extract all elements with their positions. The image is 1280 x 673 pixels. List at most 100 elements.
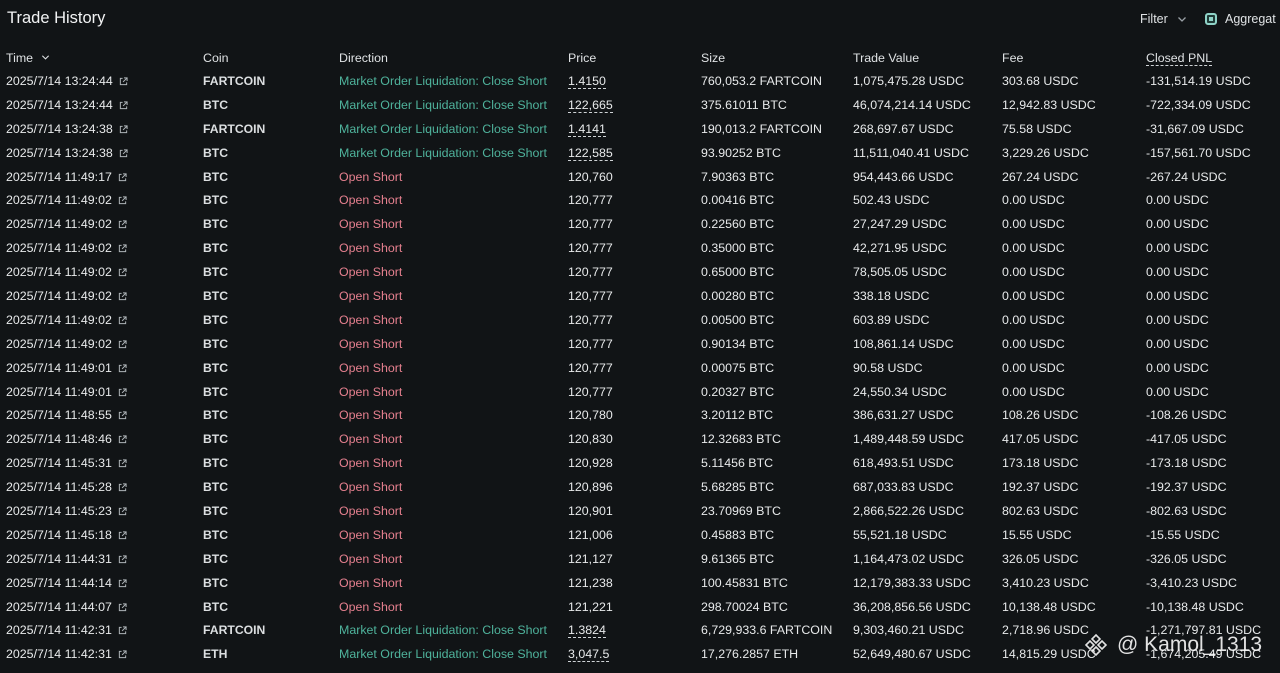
cell-fee: 10,138.48 USDC — [1002, 599, 1096, 614]
cell-coin[interactable]: BTC — [203, 312, 229, 327]
cell-direction: Open Short — [339, 408, 403, 423]
cell-price: 3,047.5 — [568, 647, 610, 663]
external-link-icon[interactable] — [118, 579, 127, 588]
cell-price: 120,777 — [568, 336, 613, 351]
cell-trade-value: 2,866,522.26 USDC — [853, 503, 964, 518]
cell-price: 122,585 — [568, 145, 613, 161]
cell-direction: Market Order Liquidation: Close Short — [339, 647, 547, 662]
cell-time: 2025/7/14 11:44:14 — [0, 571, 203, 595]
cell-coin[interactable]: BTC — [203, 145, 229, 160]
cell-trade-value: 386,631.27 USDC — [853, 408, 954, 423]
aggregate-toggle[interactable]: Aggregat — [1205, 12, 1276, 26]
cell-time: 2025/7/14 11:48:46 — [0, 427, 203, 451]
cell-time: 2025/7/14 11:48:55 — [0, 403, 203, 427]
table-row: 2025/7/14 11:44:31 BTC Open Short 121,127 9.… — [0, 547, 1280, 571]
external-link-icon[interactable] — [118, 531, 127, 540]
cell-size: 0.00500 BTC — [701, 312, 775, 327]
filter-dropdown[interactable]: Filter — [1140, 12, 1187, 26]
cell-coin[interactable]: FARTCOIN — [203, 623, 266, 638]
cell-time: 2025/7/14 13:24:44 — [0, 93, 203, 117]
external-link-icon[interactable] — [118, 244, 127, 253]
cell-closed-pnl: -802.63 USDC — [1146, 503, 1227, 518]
cell-coin[interactable]: BTC — [203, 551, 229, 566]
watermark: @ Kamol_1313 — [1083, 632, 1262, 658]
external-link-icon[interactable] — [118, 626, 127, 635]
column-header-price: Price — [568, 50, 597, 65]
cell-price: 120,896 — [568, 480, 613, 495]
cell-coin[interactable]: BTC — [203, 456, 229, 471]
cell-time: 2025/7/14 11:49:02 — [0, 260, 203, 284]
cell-coin[interactable]: BTC — [203, 527, 229, 542]
cell-coin[interactable]: BTC — [203, 503, 229, 518]
cell-coin[interactable]: FARTCOIN — [203, 121, 266, 136]
cell-fee: 0.00 USDC — [1002, 193, 1065, 208]
external-link-icon[interactable] — [118, 435, 127, 444]
cell-size: 375.61011 BTC — [701, 97, 787, 112]
cell-closed-pnl: 0.00 USDC — [1146, 360, 1209, 375]
external-link-icon[interactable] — [118, 364, 127, 373]
cell-time: 2025/7/14 11:49:01 — [0, 380, 203, 404]
cell-coin[interactable]: BTC — [203, 288, 229, 303]
cell-coin[interactable]: BTC — [203, 432, 229, 447]
external-link-icon[interactable] — [118, 459, 127, 468]
cell-size: 12.32683 BTC — [701, 432, 781, 447]
cell-coin[interactable]: BTC — [203, 217, 229, 232]
cell-coin[interactable]: BTC — [203, 480, 229, 495]
cell-coin[interactable]: BTC — [203, 336, 229, 351]
cell-coin[interactable]: BTC — [203, 241, 229, 256]
external-link-icon[interactable] — [118, 220, 127, 229]
cell-time: 2025/7/14 11:49:02 — [0, 308, 203, 332]
external-link-icon[interactable] — [118, 196, 127, 205]
cell-time: 2025/7/14 11:49:01 — [0, 356, 203, 380]
cell-time: 2025/7/14 11:49:02 — [0, 212, 203, 236]
aggregate-checkbox[interactable] — [1205, 13, 1217, 25]
cell-size: 23.70969 BTC — [701, 503, 781, 518]
binance-square-icon — [1084, 633, 1108, 657]
cell-coin[interactable]: BTC — [203, 193, 229, 208]
external-link-icon[interactable] — [119, 77, 128, 86]
external-link-icon[interactable] — [118, 172, 127, 182]
cell-closed-pnl: -31,667.09 USDC — [1146, 121, 1244, 136]
cell-coin[interactable]: BTC — [203, 169, 229, 184]
column-header-direction: Direction — [339, 50, 388, 65]
cell-closed-pnl: 0.00 USDC — [1146, 288, 1209, 303]
cell-fee: 173.18 USDC — [1002, 456, 1079, 471]
cell-trade-value: 90.58 USDC — [853, 360, 923, 375]
external-link-icon[interactable] — [119, 149, 128, 158]
column-header-closed-pnl[interactable]: Closed PNL — [1146, 50, 1213, 66]
cell-coin[interactable]: BTC — [203, 599, 229, 614]
cell-coin[interactable]: BTC — [203, 575, 229, 590]
external-link-icon[interactable] — [118, 340, 127, 349]
cell-fee: 75.58 USDC — [1002, 121, 1072, 136]
external-link-icon[interactable] — [118, 292, 127, 301]
external-link-icon[interactable] — [118, 555, 127, 564]
cell-coin[interactable]: FARTCOIN — [203, 73, 266, 88]
cell-closed-pnl: -1,674,205.49 USDC — [1146, 647, 1262, 662]
external-link-icon[interactable] — [118, 602, 127, 612]
external-link-icon[interactable] — [118, 316, 127, 325]
external-link-icon[interactable] — [118, 483, 127, 492]
cell-size: 190,013.2 FARTCOIN — [701, 121, 822, 136]
external-link-icon[interactable] — [118, 411, 127, 420]
column-header-time[interactable]: Time — [0, 46, 203, 69]
cell-fee: 303.68 USDC — [1002, 73, 1079, 88]
cell-coin[interactable]: BTC — [203, 360, 229, 375]
cell-coin[interactable]: BTC — [203, 265, 229, 280]
cell-trade-value: 1,489,448.59 USDC — [853, 432, 964, 447]
cell-fee: 2,718.96 USDC — [1002, 623, 1089, 638]
cell-closed-pnl: -722,334.09 USDC — [1146, 97, 1251, 112]
cell-coin[interactable]: BTC — [203, 384, 229, 399]
cell-time: 2025/7/14 11:42:31 — [0, 618, 203, 642]
external-link-icon[interactable] — [118, 387, 127, 397]
external-link-icon[interactable] — [118, 650, 127, 659]
external-link-icon[interactable] — [119, 101, 128, 110]
cell-fee: 0.00 USDC — [1002, 265, 1065, 280]
external-link-icon[interactable] — [119, 125, 128, 134]
cell-coin[interactable]: ETH — [203, 647, 228, 662]
table-row: 2025/7/14 13:24:44 FARTCOIN Market Order L… — [0, 69, 1280, 93]
external-link-icon[interactable] — [118, 507, 127, 516]
external-link-icon[interactable] — [118, 268, 127, 277]
cell-coin[interactable]: BTC — [203, 408, 229, 423]
cell-closed-pnl: 0.00 USDC — [1146, 193, 1209, 208]
cell-coin[interactable]: BTC — [203, 97, 229, 112]
